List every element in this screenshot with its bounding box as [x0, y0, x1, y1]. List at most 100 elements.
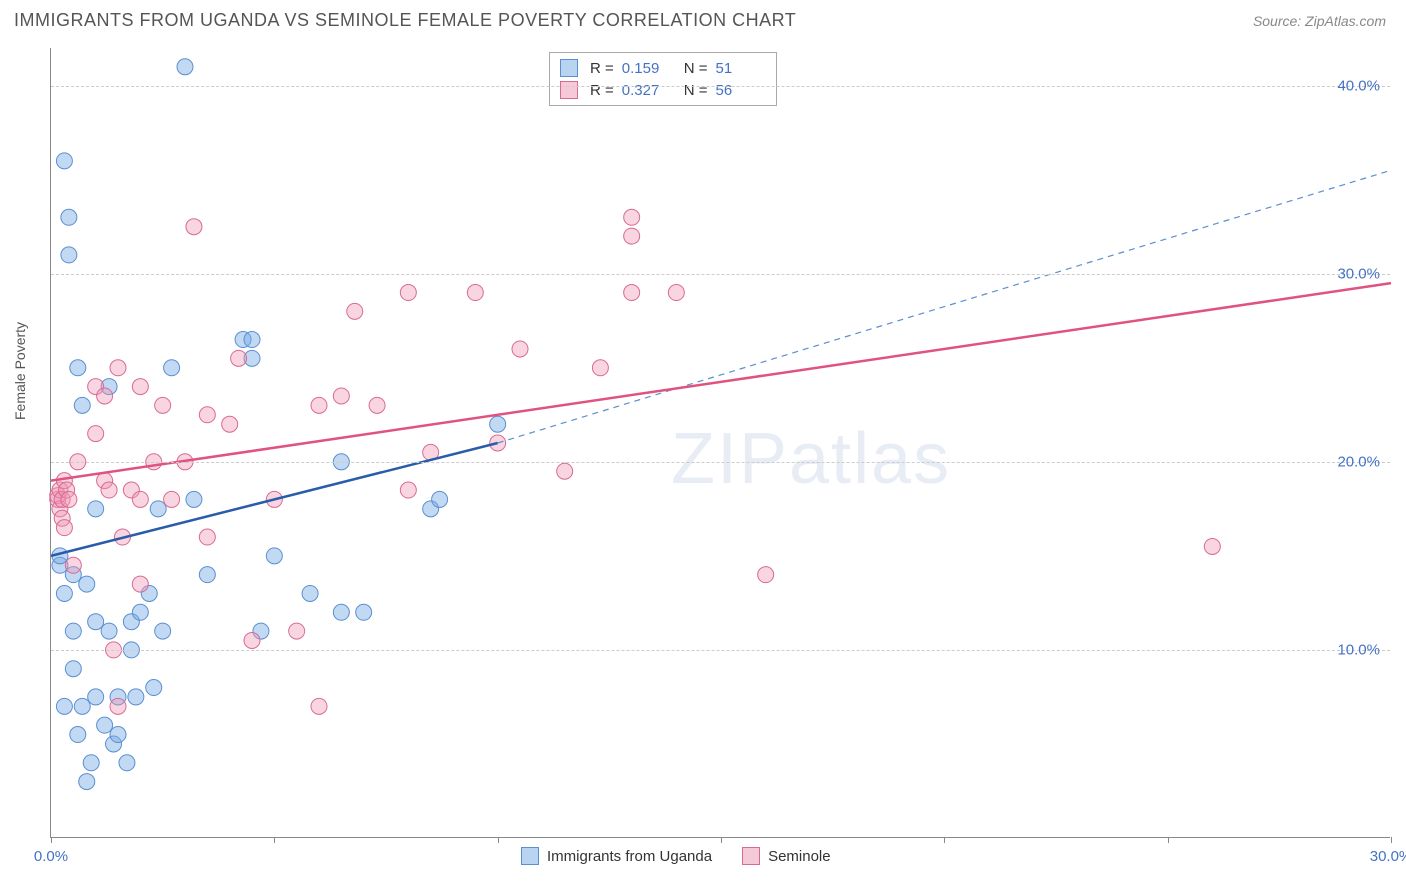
trend-line	[51, 443, 498, 556]
data-point	[758, 567, 774, 583]
data-point	[311, 698, 327, 714]
data-point	[222, 416, 238, 432]
data-point	[132, 604, 148, 620]
data-point	[356, 604, 372, 620]
data-point	[333, 604, 349, 620]
legend-row-seminole: R = 0.327 N = 56	[560, 79, 766, 101]
n-label: N =	[684, 60, 708, 77]
x-tick	[274, 837, 275, 843]
legend-item-seminole: Seminole	[742, 847, 831, 865]
correlation-legend: R = 0.159 N = 51 R = 0.327 N = 56	[549, 52, 777, 106]
data-point	[110, 360, 126, 376]
chart-title: IMMIGRANTS FROM UGANDA VS SEMINOLE FEMAL…	[14, 10, 796, 31]
data-point	[592, 360, 608, 376]
x-tick	[721, 837, 722, 843]
data-point	[432, 491, 448, 507]
gridline-h	[51, 274, 1390, 275]
data-point	[624, 285, 640, 301]
data-point	[74, 698, 90, 714]
data-point	[132, 379, 148, 395]
scatter-svg	[51, 48, 1390, 837]
data-point	[56, 153, 72, 169]
data-point	[70, 727, 86, 743]
data-point	[61, 247, 77, 263]
trend-line	[51, 283, 1391, 481]
x-tick	[1391, 837, 1392, 843]
y-axis-label: Female Poverty	[12, 322, 28, 420]
data-point	[177, 59, 193, 75]
data-point	[490, 416, 506, 432]
data-point	[1204, 538, 1220, 554]
series-legend: Immigrants from Uganda Seminole	[521, 847, 831, 865]
swatch-uganda	[521, 847, 539, 865]
data-point	[231, 350, 247, 366]
data-point	[56, 520, 72, 536]
data-point	[199, 567, 215, 583]
data-point	[155, 623, 171, 639]
x-tick-label: 0.0%	[34, 848, 68, 865]
data-point	[88, 614, 104, 630]
data-point	[132, 491, 148, 507]
n-label: N =	[684, 82, 708, 99]
data-point	[56, 698, 72, 714]
gridline-h	[51, 86, 1390, 87]
data-point	[624, 228, 640, 244]
r-label: R =	[590, 82, 614, 99]
data-point	[65, 623, 81, 639]
data-point	[70, 360, 86, 376]
n-value-seminole: 56	[716, 82, 766, 99]
r-value-seminole: 0.327	[622, 82, 672, 99]
swatch-uganda	[560, 59, 578, 77]
data-point	[110, 698, 126, 714]
data-point	[266, 548, 282, 564]
swatch-seminole	[742, 847, 760, 865]
data-point	[88, 501, 104, 517]
r-label: R =	[590, 60, 614, 77]
data-point	[400, 285, 416, 301]
data-point	[668, 285, 684, 301]
data-point	[164, 491, 180, 507]
data-point	[146, 680, 162, 696]
x-tick	[51, 837, 52, 843]
x-tick	[498, 837, 499, 843]
swatch-seminole	[560, 81, 578, 99]
data-point	[186, 491, 202, 507]
legend-item-uganda: Immigrants from Uganda	[521, 847, 712, 865]
data-point	[101, 482, 117, 498]
data-point	[88, 426, 104, 442]
source-attribution: Source: ZipAtlas.com	[1253, 13, 1386, 29]
legend-label-seminole: Seminole	[768, 848, 831, 865]
n-value-uganda: 51	[716, 60, 766, 77]
r-value-uganda: 0.159	[622, 60, 672, 77]
data-point	[186, 219, 202, 235]
data-point	[333, 388, 349, 404]
x-tick	[944, 837, 945, 843]
data-point	[83, 755, 99, 771]
data-point	[311, 397, 327, 413]
data-point	[244, 633, 260, 649]
data-point	[557, 463, 573, 479]
data-point	[79, 774, 95, 790]
data-point	[244, 332, 260, 348]
data-point	[199, 407, 215, 423]
data-point	[88, 689, 104, 705]
chart-plot-area: ZIPatlas R = 0.159 N = 51 R = 0.327 N = …	[50, 48, 1390, 838]
data-point	[347, 303, 363, 319]
data-point	[97, 717, 113, 733]
data-point	[110, 727, 126, 743]
y-tick-label: 20.0%	[1337, 453, 1380, 470]
data-point	[119, 755, 135, 771]
x-tick-label: 30.0%	[1370, 848, 1406, 865]
data-point	[74, 397, 90, 413]
data-point	[61, 491, 77, 507]
data-point	[467, 285, 483, 301]
data-point	[132, 576, 148, 592]
gridline-h	[51, 462, 1390, 463]
data-point	[128, 689, 144, 705]
data-point	[302, 585, 318, 601]
y-tick-label: 10.0%	[1337, 641, 1380, 658]
data-point	[155, 397, 171, 413]
data-point	[56, 585, 72, 601]
data-point	[369, 397, 385, 413]
y-tick-label: 40.0%	[1337, 77, 1380, 94]
